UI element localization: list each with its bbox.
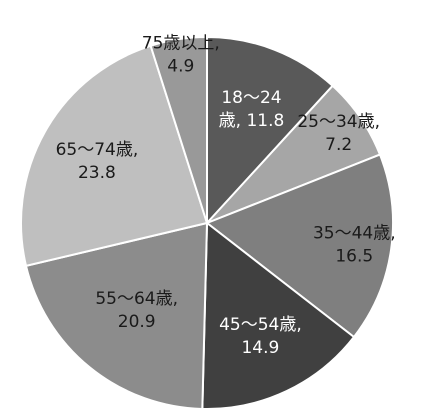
pie-slice [149,35,208,224]
slice-label-line: 55〜64歳, [95,289,178,309]
slice-label-line: 20.9 [118,312,156,332]
slice-data-label: 18〜24 歳, 11.8 [219,88,285,131]
pie-slice [201,220,356,410]
pie-slice [20,44,209,268]
pie-slice [205,153,394,339]
slice-label-line: 45〜54歳, [219,315,302,335]
slice-data-label: 35〜44歳, 16.5 [313,224,396,267]
slice-label-line: 14.9 [241,338,279,358]
slice-label-line: 65〜74歳, [56,140,139,160]
slice-data-label: 45〜54歳, 14.9 [219,315,302,358]
slice-data-label: 25〜34歳, 7.2 [297,112,380,155]
slice-label-line: 歳, 11.8 [219,111,285,131]
pie-slice [24,221,209,410]
slice-label-line: 35〜44歳, [313,224,396,244]
slice-data-label: 65〜74歳, 23.8 [56,140,139,183]
slice-data-label: 75歳以上, 4.9 [142,33,220,76]
pie-slice [206,35,335,226]
slice-label-line: 18〜24 [221,88,281,108]
pie-labels: 18〜24 歳, 11.8 25〜34歳, 7.2 35〜44歳, 16.5 45〜54歳,… [56,33,396,358]
slice-data-label: 55〜64歳, 20.9 [95,289,178,332]
slice-label-line: 4.9 [167,56,194,76]
slice-label-line: 16.5 [335,247,373,267]
slice-label-line: 25〜34歳, [297,112,380,132]
slice-label-line: 23.8 [78,163,116,183]
slice-label-line: 75歳以上, [142,33,220,53]
pie-slices [20,35,394,410]
slice-label-line: 7.2 [325,135,352,155]
